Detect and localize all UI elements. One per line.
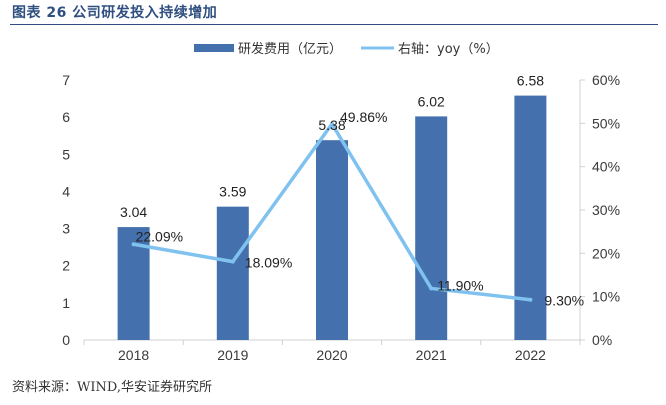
yoy-value-label: 11.90%	[437, 277, 483, 293]
left-y-axis: 0 1 2 3 4 5 6 7	[62, 72, 70, 348]
left-y-tick-label: 1	[62, 295, 70, 311]
yoy-point	[230, 259, 235, 264]
x-tick-label: 2020	[316, 347, 347, 363]
x-tick-label: 2018	[118, 347, 149, 363]
source-note: 资料来源：WIND,华安证券研究所	[12, 380, 212, 395]
bar-value-label: 3.04	[120, 204, 147, 220]
x-axis: 2018 2019 2020 2021 2022	[83, 340, 581, 363]
yoy-value-label: 18.09%	[245, 255, 292, 271]
x-tick-label: 2019	[217, 347, 248, 363]
x-tick-label: 2021	[416, 347, 447, 363]
left-y-tick-label: 6	[62, 109, 70, 125]
left-y-tick-label: 4	[62, 183, 70, 199]
x-tick-label: 2022	[515, 347, 546, 363]
yoy-point	[131, 242, 136, 247]
right-y-tick-label: 10%	[592, 289, 620, 305]
left-y-tick-label: 0	[62, 332, 70, 348]
bar-value-label: 5.38	[318, 117, 345, 133]
legend: 研发费用（亿元） 右轴：yoy（%）	[194, 41, 499, 57]
figure-title: 图表 26 公司研发投入持续增加	[12, 5, 218, 21]
line-data-labels: 22.09% 18.09% 49.86% 11.90% 9.30%	[136, 109, 585, 309]
yoy-point	[330, 121, 334, 126]
yoy-value-label: 22.09%	[136, 228, 183, 244]
right-y-axis: 0% 10% 20% 30% 40% 50% 60%	[579, 72, 620, 348]
yoy-point	[528, 297, 533, 302]
yoy-point	[429, 286, 434, 291]
right-y-tick-label: 40%	[592, 159, 620, 175]
legend-label-bar: 研发费用（亿元）	[238, 41, 342, 57]
left-y-tick-label: 5	[62, 146, 70, 162]
left-y-tick-label: 3	[62, 221, 70, 237]
right-y-tick-label: 30%	[592, 202, 620, 218]
left-y-tick-label: 2	[62, 258, 70, 274]
bar	[316, 140, 348, 340]
bar-series	[117, 95, 547, 341]
bar-value-label: 6.02	[418, 93, 445, 109]
bar	[514, 95, 547, 340]
right-y-tick-label: 0%	[592, 332, 612, 348]
legend-swatch-bar	[194, 44, 234, 52]
legend-label-line: 右轴：yoy（%）	[398, 42, 499, 57]
right-y-tick-label: 60%	[592, 72, 620, 88]
bar-data-labels: 3.04 3.59 5.38 6.02 6.58	[120, 73, 544, 220]
bar	[415, 116, 448, 341]
left-y-tick-label: 7	[62, 72, 70, 88]
bar-value-label: 3.59	[219, 184, 246, 200]
right-y-tick-label: 20%	[592, 245, 620, 261]
bar	[216, 206, 249, 340]
right-y-tick-label: 50%	[592, 115, 620, 131]
yoy-value-label: 49.86%	[340, 109, 387, 125]
line-series	[131, 121, 533, 302]
bar-value-label: 6.58	[517, 73, 544, 89]
title-divider	[10, 24, 658, 25]
yoy-value-label: 9.30%	[544, 293, 584, 309]
